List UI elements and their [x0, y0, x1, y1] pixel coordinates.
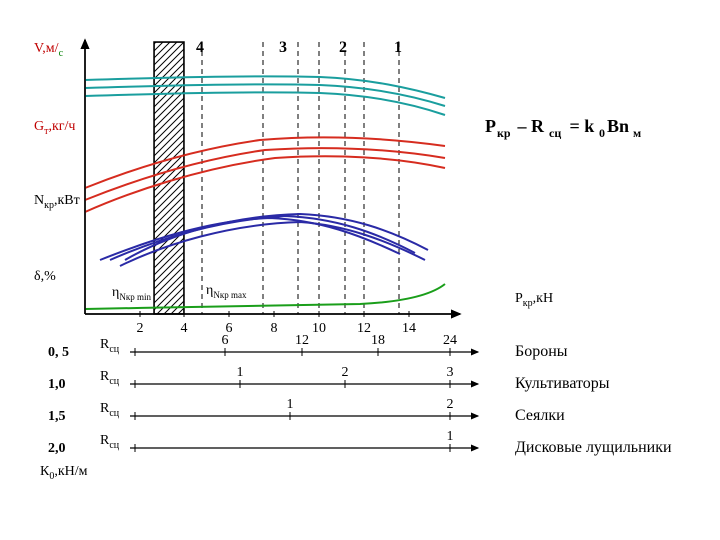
row-kultivatory-tick-3: 3 — [447, 365, 454, 380]
xtick-14: 14 — [402, 321, 416, 336]
top-num-2: 2 — [339, 39, 347, 56]
row-borony-right: Бороны — [515, 343, 568, 360]
xtick-10: 10 — [312, 321, 326, 336]
row-lushilniki-right: Дисковые лущильники — [515, 439, 672, 456]
row-kultivatory-right: Культиваторы — [515, 375, 610, 392]
xtick-8: 8 — [271, 321, 278, 336]
row-kultivatory-left: 1,0 — [48, 377, 66, 392]
row-seyalki-tick-2: 2 — [447, 397, 454, 412]
top-num-4: 4 — [196, 39, 204, 56]
row-seyalki-right: Сеялки — [515, 407, 565, 424]
row-borony-tick-6: 6 — [222, 333, 229, 348]
top-num-3: 3 — [279, 39, 287, 56]
row-borony-left: 0, 5 — [48, 345, 69, 360]
label-delta: δ,% — [34, 269, 56, 284]
row-seyalki-tick-1: 1 — [287, 397, 294, 412]
chart-svg: 24681012144321V,м/сGт,кг/чNкр,кВтδ,%ηNкр… — [0, 0, 720, 540]
row-lushilniki-left: 2,0 — [48, 441, 66, 456]
top-num-1: 1 — [394, 39, 402, 56]
row-kultivatory-tick-2: 2 — [342, 365, 349, 380]
xtick-2: 2 — [137, 321, 144, 336]
row-borony-tick-18: 18 — [371, 333, 385, 348]
row-kultivatory-tick-1: 1 — [237, 365, 244, 380]
row-seyalki-left: 1,5 — [48, 409, 66, 424]
xtick-4: 4 — [181, 321, 188, 336]
row-lushilniki-tick-1: 1 — [447, 429, 454, 444]
row-borony-tick-24: 24 — [443, 333, 457, 348]
row-borony-tick-12: 12 — [295, 333, 309, 348]
xtick-12: 12 — [357, 321, 371, 336]
